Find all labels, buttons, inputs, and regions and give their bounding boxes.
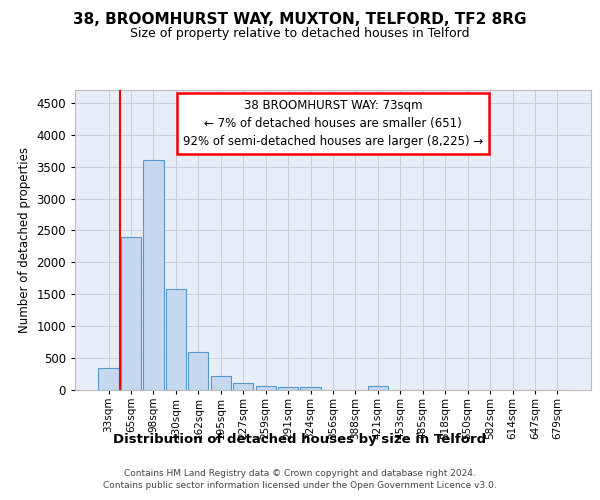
Bar (188, 352, 208, 390)
Bar (301, 388, 320, 390)
Bar (98, 368, 119, 390)
Bar (143, 160, 164, 390)
Text: Distribution of detached houses by size in Telford: Distribution of detached houses by size … (113, 432, 487, 446)
Bar (211, 376, 231, 390)
Text: 38, BROOMHURST WAY, MUXTON, TELFORD, TF2 8RG: 38, BROOMHURST WAY, MUXTON, TELFORD, TF2… (73, 12, 527, 28)
Bar (278, 387, 298, 390)
Text: 38 BROOMHURST WAY: 73sqm
← 7% of detached houses are smaller (651)
92% of semi-d: 38 BROOMHURST WAY: 73sqm ← 7% of detache… (183, 99, 483, 148)
Bar (233, 384, 253, 390)
Text: Contains public sector information licensed under the Open Government Licence v3: Contains public sector information licen… (103, 481, 497, 490)
Bar (256, 386, 276, 390)
Y-axis label: Number of detached properties: Number of detached properties (18, 147, 31, 333)
Text: Contains HM Land Registry data © Crown copyright and database right 2024.: Contains HM Land Registry data © Crown c… (124, 469, 476, 478)
Bar (368, 386, 388, 390)
Bar (166, 289, 186, 390)
Bar (121, 237, 141, 390)
Text: Size of property relative to detached houses in Telford: Size of property relative to detached ho… (130, 28, 470, 40)
